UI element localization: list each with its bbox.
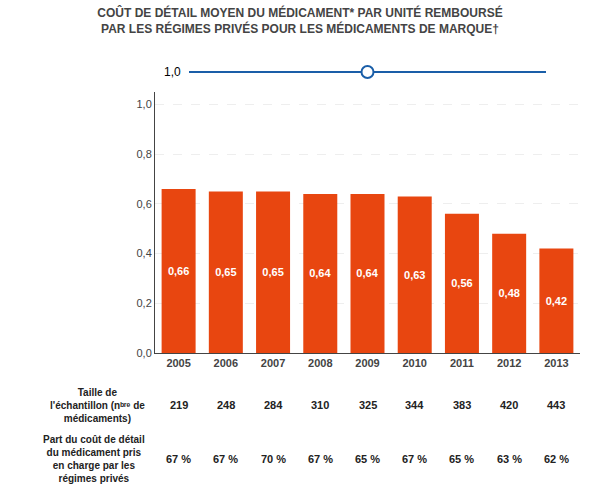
svg-text:248: 248	[217, 399, 235, 411]
svg-text:443: 443	[547, 399, 565, 411]
svg-text:0,65: 0,65	[215, 266, 236, 278]
svg-text:0,56: 0,56	[451, 277, 472, 289]
svg-text:0,4: 0,4	[137, 247, 152, 259]
svg-text:0,64: 0,64	[356, 267, 378, 279]
svg-text:2012: 2012	[497, 357, 521, 369]
svg-text:0,64: 0,64	[309, 267, 331, 279]
svg-text:65 %: 65 %	[449, 453, 474, 465]
svg-text:0,63: 0,63	[404, 269, 425, 281]
svg-text:2009: 2009	[355, 357, 379, 369]
svg-text:Part du coût de détaildu médic: Part du coût de détaildu médicament pris…	[43, 434, 145, 484]
svg-text:67 %: 67 %	[166, 453, 191, 465]
svg-text:COÛT DE DÉTAIL MOYEN DU MÉDICA: COÛT DE DÉTAIL MOYEN DU MÉDICAMENT* PAR …	[97, 5, 502, 36]
svg-text:0,2: 0,2	[137, 297, 152, 309]
svg-text:383: 383	[453, 399, 471, 411]
svg-text:344: 344	[405, 399, 424, 411]
svg-text:2006: 2006	[214, 357, 238, 369]
svg-text:67 %: 67 %	[402, 453, 427, 465]
svg-text:2005: 2005	[166, 357, 190, 369]
svg-text:310: 310	[311, 399, 329, 411]
svg-text:420: 420	[500, 399, 518, 411]
svg-text:0,66: 0,66	[168, 265, 189, 277]
svg-text:0,0: 0,0	[137, 347, 152, 359]
svg-text:67 %: 67 %	[308, 453, 333, 465]
svg-text:Taille del'échantillon (nᵇʳᵉ d: Taille del'échantillon (nᵇʳᵉ demédicamen…	[50, 387, 145, 424]
svg-text:0,6: 0,6	[137, 198, 152, 210]
svg-text:65 %: 65 %	[355, 453, 380, 465]
svg-text:62 %: 62 %	[544, 453, 569, 465]
svg-text:2011: 2011	[450, 357, 474, 369]
svg-text:2013: 2013	[544, 357, 568, 369]
svg-text:1,0: 1,0	[164, 65, 181, 79]
svg-text:0,48: 0,48	[498, 287, 519, 299]
svg-text:70 %: 70 %	[261, 453, 286, 465]
svg-text:1,0: 1,0	[137, 98, 152, 110]
svg-text:284: 284	[264, 399, 283, 411]
svg-text:0,65: 0,65	[262, 266, 283, 278]
svg-text:67 %: 67 %	[213, 453, 238, 465]
svg-text:325: 325	[359, 399, 377, 411]
svg-text:63 %: 63 %	[497, 453, 522, 465]
svg-text:0,42: 0,42	[546, 295, 567, 307]
svg-text:219: 219	[170, 399, 188, 411]
svg-text:2010: 2010	[402, 357, 426, 369]
svg-text:0,8: 0,8	[137, 148, 152, 160]
svg-text:2008: 2008	[308, 357, 332, 369]
svg-text:2007: 2007	[261, 357, 285, 369]
